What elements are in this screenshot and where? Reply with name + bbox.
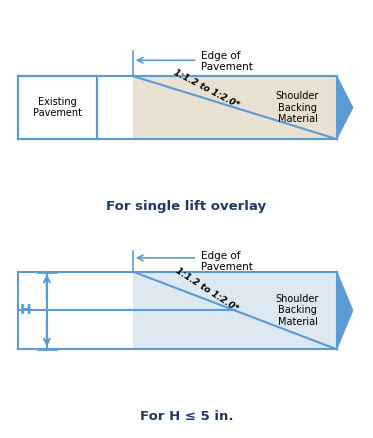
Text: Existing
Pavement: Existing Pavement [33,97,82,118]
Polygon shape [18,76,97,139]
Polygon shape [133,272,337,350]
Text: For H ≤ 5 in.: For H ≤ 5 in. [140,410,233,423]
Text: Edge of
Pavement: Edge of Pavement [201,51,253,72]
Text: 1:1.2 to 1:2.0*: 1:1.2 to 1:2.0* [172,68,241,110]
Text: Edge of
Pavement: Edge of Pavement [201,251,253,272]
Text: 1:1.2 to 1:2.0*: 1:1.2 to 1:2.0* [174,266,240,313]
Polygon shape [133,76,337,139]
Text: Shoulder
Backing
Material: Shoulder Backing Material [276,91,319,124]
Polygon shape [337,272,353,350]
Text: Shoulder
Backing
Material: Shoulder Backing Material [276,294,319,327]
Polygon shape [337,76,353,139]
Text: H: H [19,304,31,318]
Text: For single lift overlay: For single lift overlay [106,200,267,213]
